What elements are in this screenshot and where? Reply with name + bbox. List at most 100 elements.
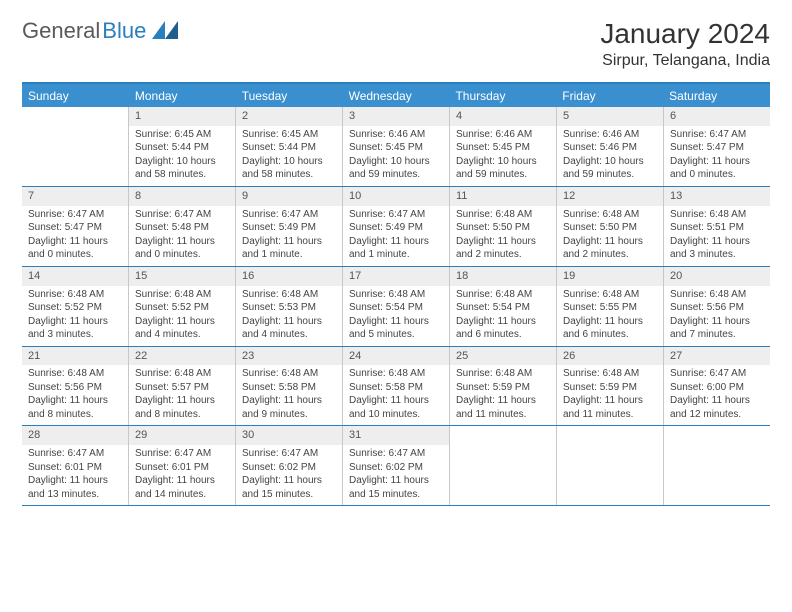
sunrise-line: Sunrise: 6:46 AM	[563, 128, 657, 142]
brand-logo: General Blue	[22, 18, 178, 44]
daylight-line: Daylight: 10 hours and 59 minutes.	[456, 155, 550, 182]
sunset-line: Sunset: 5:59 PM	[456, 381, 550, 395]
sunrise-line: Sunrise: 6:45 AM	[242, 128, 336, 142]
day-details: Sunrise: 6:48 AMSunset: 5:56 PMDaylight:…	[22, 365, 128, 425]
daylight-line: Daylight: 11 hours and 15 minutes.	[349, 474, 443, 501]
day-number: 4	[450, 107, 556, 126]
day-details: Sunrise: 6:48 AMSunset: 5:59 PMDaylight:…	[557, 365, 663, 425]
sunset-line: Sunset: 5:44 PM	[242, 141, 336, 155]
day-cell: 25Sunrise: 6:48 AMSunset: 5:59 PMDayligh…	[450, 347, 557, 426]
daylight-line: Daylight: 11 hours and 3 minutes.	[670, 235, 764, 262]
weekday-header-row: SundayMondayTuesdayWednesdayThursdayFrid…	[22, 84, 770, 107]
day-cell	[22, 107, 129, 186]
day-details: Sunrise: 6:48 AMSunset: 5:52 PMDaylight:…	[129, 286, 235, 346]
day-cell: 2Sunrise: 6:45 AMSunset: 5:44 PMDaylight…	[236, 107, 343, 186]
day-details: Sunrise: 6:47 AMSunset: 6:00 PMDaylight:…	[664, 365, 770, 425]
day-details: Sunrise: 6:47 AMSunset: 6:02 PMDaylight:…	[343, 445, 449, 505]
sunset-line: Sunset: 6:00 PM	[670, 381, 764, 395]
location: Sirpur, Telangana, India	[600, 52, 770, 70]
daylight-line: Daylight: 10 hours and 59 minutes.	[563, 155, 657, 182]
sunrise-line: Sunrise: 6:48 AM	[28, 367, 122, 381]
day-number: 10	[343, 187, 449, 206]
day-details: Sunrise: 6:48 AMSunset: 5:58 PMDaylight:…	[343, 365, 449, 425]
day-number: 11	[450, 187, 556, 206]
sunset-line: Sunset: 5:54 PM	[349, 301, 443, 315]
day-number: 28	[22, 426, 128, 445]
day-details: Sunrise: 6:47 AMSunset: 5:49 PMDaylight:…	[236, 206, 342, 266]
day-cell: 1Sunrise: 6:45 AMSunset: 5:44 PMDaylight…	[129, 107, 236, 186]
sunset-line: Sunset: 5:53 PM	[242, 301, 336, 315]
day-cell: 16Sunrise: 6:48 AMSunset: 5:53 PMDayligh…	[236, 267, 343, 346]
day-cell: 5Sunrise: 6:46 AMSunset: 5:46 PMDaylight…	[557, 107, 664, 186]
day-number: 14	[22, 267, 128, 286]
sunset-line: Sunset: 5:45 PM	[456, 141, 550, 155]
sunrise-line: Sunrise: 6:48 AM	[456, 367, 550, 381]
weekday-header: Friday	[556, 84, 663, 107]
week-row: 7Sunrise: 6:47 AMSunset: 5:47 PMDaylight…	[22, 187, 770, 267]
day-cell: 27Sunrise: 6:47 AMSunset: 6:00 PMDayligh…	[664, 347, 770, 426]
day-cell: 20Sunrise: 6:48 AMSunset: 5:56 PMDayligh…	[664, 267, 770, 346]
sunset-line: Sunset: 6:02 PM	[242, 461, 336, 475]
weekday-header: Sunday	[22, 84, 129, 107]
sunset-line: Sunset: 6:01 PM	[28, 461, 122, 475]
title-block: January 2024 Sirpur, Telangana, India	[600, 18, 770, 70]
sunset-line: Sunset: 5:50 PM	[456, 221, 550, 235]
daylight-line: Daylight: 11 hours and 6 minutes.	[456, 315, 550, 342]
day-cell	[664, 426, 770, 505]
day-cell: 7Sunrise: 6:47 AMSunset: 5:47 PMDaylight…	[22, 187, 129, 266]
day-cell: 4Sunrise: 6:46 AMSunset: 5:45 PMDaylight…	[450, 107, 557, 186]
day-details: Sunrise: 6:47 AMSunset: 6:01 PMDaylight:…	[129, 445, 235, 505]
daylight-line: Daylight: 10 hours and 58 minutes.	[242, 155, 336, 182]
day-details: Sunrise: 6:48 AMSunset: 5:54 PMDaylight:…	[450, 286, 556, 346]
daylight-line: Daylight: 11 hours and 0 minutes.	[670, 155, 764, 182]
weekday-header: Saturday	[663, 84, 770, 107]
daylight-line: Daylight: 11 hours and 1 minute.	[349, 235, 443, 262]
sunrise-line: Sunrise: 6:47 AM	[28, 447, 122, 461]
day-number: 8	[129, 187, 235, 206]
daylight-line: Daylight: 10 hours and 59 minutes.	[349, 155, 443, 182]
sunset-line: Sunset: 5:46 PM	[563, 141, 657, 155]
brand-part2: Blue	[102, 18, 146, 44]
day-number: 5	[557, 107, 663, 126]
daylight-line: Daylight: 11 hours and 10 minutes.	[349, 394, 443, 421]
day-cell: 31Sunrise: 6:47 AMSunset: 6:02 PMDayligh…	[343, 426, 450, 505]
daylight-line: Daylight: 11 hours and 0 minutes.	[135, 235, 229, 262]
day-number: 21	[22, 347, 128, 366]
day-cell: 23Sunrise: 6:48 AMSunset: 5:58 PMDayligh…	[236, 347, 343, 426]
sunrise-line: Sunrise: 6:48 AM	[28, 288, 122, 302]
day-details: Sunrise: 6:48 AMSunset: 5:55 PMDaylight:…	[557, 286, 663, 346]
sunset-line: Sunset: 5:47 PM	[670, 141, 764, 155]
daylight-line: Daylight: 11 hours and 15 minutes.	[242, 474, 336, 501]
weekday-header: Wednesday	[343, 84, 450, 107]
day-details: Sunrise: 6:48 AMSunset: 5:59 PMDaylight:…	[450, 365, 556, 425]
day-cell: 22Sunrise: 6:48 AMSunset: 5:57 PMDayligh…	[129, 347, 236, 426]
week-row: 28Sunrise: 6:47 AMSunset: 6:01 PMDayligh…	[22, 426, 770, 506]
sunrise-line: Sunrise: 6:48 AM	[242, 288, 336, 302]
daylight-line: Daylight: 11 hours and 0 minutes.	[28, 235, 122, 262]
sunrise-line: Sunrise: 6:47 AM	[242, 447, 336, 461]
sunset-line: Sunset: 5:44 PM	[135, 141, 229, 155]
sunset-line: Sunset: 5:48 PM	[135, 221, 229, 235]
day-cell: 6Sunrise: 6:47 AMSunset: 5:47 PMDaylight…	[664, 107, 770, 186]
day-cell: 15Sunrise: 6:48 AMSunset: 5:52 PMDayligh…	[129, 267, 236, 346]
day-cell: 10Sunrise: 6:47 AMSunset: 5:49 PMDayligh…	[343, 187, 450, 266]
daylight-line: Daylight: 11 hours and 11 minutes.	[456, 394, 550, 421]
sunset-line: Sunset: 5:47 PM	[28, 221, 122, 235]
day-number: 9	[236, 187, 342, 206]
day-number: 15	[129, 267, 235, 286]
sunrise-line: Sunrise: 6:48 AM	[242, 367, 336, 381]
brand-flag-icon	[152, 21, 178, 42]
day-details: Sunrise: 6:46 AMSunset: 5:46 PMDaylight:…	[557, 126, 663, 186]
sunset-line: Sunset: 5:50 PM	[563, 221, 657, 235]
sunrise-line: Sunrise: 6:47 AM	[349, 447, 443, 461]
sunset-line: Sunset: 5:51 PM	[670, 221, 764, 235]
sunrise-line: Sunrise: 6:45 AM	[135, 128, 229, 142]
day-cell: 17Sunrise: 6:48 AMSunset: 5:54 PMDayligh…	[343, 267, 450, 346]
daylight-line: Daylight: 11 hours and 9 minutes.	[242, 394, 336, 421]
weekday-header: Tuesday	[236, 84, 343, 107]
daylight-line: Daylight: 11 hours and 14 minutes.	[135, 474, 229, 501]
day-number: 27	[664, 347, 770, 366]
day-cell: 26Sunrise: 6:48 AMSunset: 5:59 PMDayligh…	[557, 347, 664, 426]
sunrise-line: Sunrise: 6:47 AM	[135, 208, 229, 222]
day-details: Sunrise: 6:48 AMSunset: 5:50 PMDaylight:…	[557, 206, 663, 266]
